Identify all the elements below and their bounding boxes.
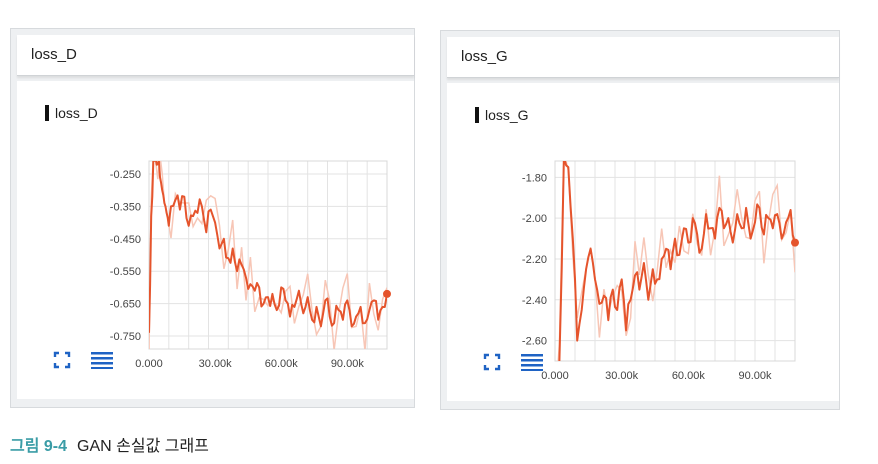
series-end-marker bbox=[383, 289, 391, 298]
fit-to-screen-icon[interactable] bbox=[483, 353, 501, 371]
loss-g-toolbar bbox=[483, 353, 543, 371]
loss-d-card-title: loss_D bbox=[31, 46, 77, 63]
fit-to-screen-icon[interactable] bbox=[53, 351, 71, 369]
loss-g-chart: -1.80 -2.00 -2.20 -2.40 -2.60 0.000 30.00k 60.0… bbox=[522, 160, 799, 382]
data-table-icon[interactable] bbox=[91, 351, 113, 369]
data-table-icon[interactable] bbox=[521, 353, 543, 371]
series-loss_D bbox=[149, 161, 387, 349]
loss-d-toolbar bbox=[53, 351, 113, 369]
series-loss_G bbox=[557, 161, 795, 361]
y-tick-label: -0.250 bbox=[110, 169, 141, 181]
y-tick-label: -0.350 bbox=[110, 201, 141, 213]
y-tick-label: -1.80 bbox=[522, 172, 547, 184]
x-tick-label: 0.000 bbox=[541, 370, 569, 382]
figure-label: 그림 9-4 bbox=[10, 438, 68, 455]
y-tick-label: -0.550 bbox=[110, 266, 141, 278]
loss-d-card: loss_D loss_D -0.250 -0.350 -0.450 -0.550 -0… bbox=[10, 28, 415, 408]
series-end-marker bbox=[791, 238, 799, 247]
y-tick-label: -0.650 bbox=[110, 299, 141, 311]
loss-d-plot-title: loss_D bbox=[45, 105, 98, 121]
y-tick-label: -2.60 bbox=[522, 336, 547, 348]
loss-g-card-body: loss_G -1.80 -2.00 -2.20 -2.40 -2.60 0.000 30.… bbox=[447, 83, 839, 401]
y-tick-label: -2.20 bbox=[522, 254, 547, 266]
loss-d-chart: -0.250 -0.350 -0.450 -0.550 -0.650 -0.750 0.00… bbox=[110, 160, 391, 370]
x-tick-label: 30.00k bbox=[605, 370, 639, 382]
loss-g-card-title: loss_G bbox=[461, 48, 508, 65]
loss-g-card: loss_G loss_G -1.80 -2.00 -2.20 -2.40 -2.60 0… bbox=[440, 30, 840, 410]
smoothed-series-line bbox=[149, 161, 387, 333]
loss-d-card-body: loss_D -0.250 -0.350 -0.450 -0.550 -0.650 -0.… bbox=[17, 81, 414, 399]
y-tick-label: -0.450 bbox=[110, 234, 141, 246]
x-tick-label: 0.000 bbox=[135, 358, 163, 370]
x-tick-label: 60.00k bbox=[265, 358, 299, 370]
figure-caption: 그림 9-4 GAN 손실값 그래프 bbox=[10, 432, 209, 456]
loss-g-plot-title: loss_G bbox=[475, 107, 529, 123]
figure-caption-text: GAN 손실값 그래프 bbox=[77, 438, 209, 455]
x-tick-label: 90.00k bbox=[331, 358, 365, 370]
x-tick-label: 90.00k bbox=[738, 370, 772, 382]
plot-frame bbox=[554, 160, 796, 362]
x-tick-label: 30.00k bbox=[199, 358, 233, 370]
y-tick-label: -2.00 bbox=[522, 213, 547, 225]
plot-frame bbox=[148, 160, 388, 350]
y-tick-label: -2.40 bbox=[522, 295, 547, 307]
raw-series-line bbox=[149, 161, 387, 349]
smoothed-series-line bbox=[558, 161, 795, 361]
loss-g-card-header: loss_G bbox=[447, 37, 839, 78]
loss-d-card-header: loss_D bbox=[17, 35, 414, 76]
x-tick-label: 60.00k bbox=[672, 370, 706, 382]
y-tick-label: -0.750 bbox=[110, 331, 141, 343]
